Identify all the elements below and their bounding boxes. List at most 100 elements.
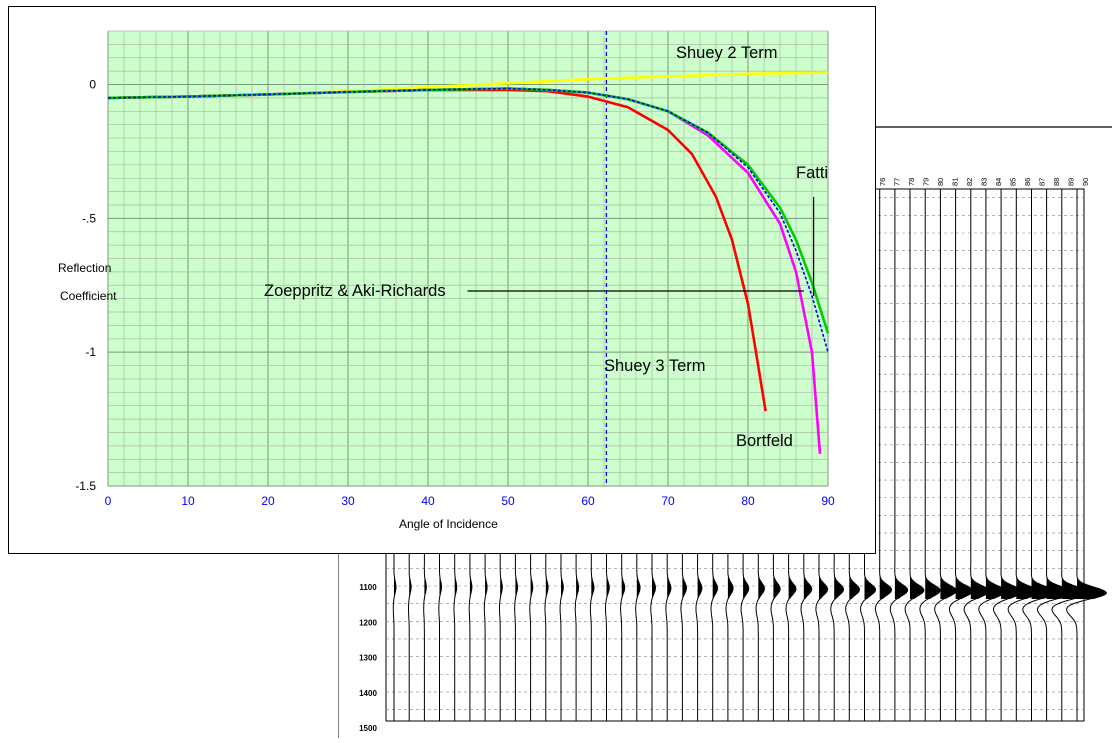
seismic-trace-label: 87 (1038, 178, 1047, 186)
seismic-trace (919, 189, 941, 721)
chart-series-group (107, 31, 830, 486)
seismic-trace-label: 83 (980, 178, 989, 186)
x-tick-label: 0 (105, 494, 112, 508)
seismic-trace-label: 76 (878, 178, 887, 186)
seismic-trace-label: 84 (994, 178, 1003, 186)
seismic-trace (1022, 189, 1056, 721)
reflection-coefficient-chart-panel: 0 10 20 30 40 50 60 70 80 90 0 -.5 -1 -1.5 Shuey 2 Te… (8, 6, 876, 554)
seismic-trace-fill (454, 575, 457, 599)
seismic-trace (1007, 189, 1040, 721)
seismic-time-label: 1300 (359, 654, 377, 663)
seismic-trace-label: 78 (907, 178, 916, 186)
y-tick-label: -1 (85, 345, 96, 359)
seismic-trace (1066, 189, 1107, 721)
seismic-trace-fill (652, 575, 656, 599)
seismic-trace-fill (424, 575, 427, 599)
seismic-trace-fill (925, 575, 941, 599)
seismic-trace-fill (469, 575, 472, 599)
seismic-trace-fill (773, 575, 781, 599)
seismic-trace-fill (758, 575, 765, 599)
seismic-trace-fill (530, 575, 533, 599)
seismic-trace (1051, 189, 1090, 721)
seismic-trace-fill (940, 575, 957, 599)
seismic-time-label: 1400 (359, 689, 377, 698)
seismic-trace-fill (682, 575, 687, 599)
seismic-trace-label: 81 (951, 178, 960, 186)
seismic-trace (1036, 189, 1073, 721)
seismic-trace-fill (985, 575, 1007, 599)
series-line-zoeppritz-aki-richards (107, 87, 829, 353)
y-tick-label: 0 (89, 78, 96, 92)
seismic-trace-fill (834, 575, 844, 599)
chart-tick-labels: 0 10 20 30 40 50 60 70 80 90 0 -.5 -1 -1.5 (75, 78, 835, 508)
annotation-label: Bortfeld (736, 432, 793, 450)
seismic-trace-fill (788, 575, 796, 599)
seismic-trace-fill (849, 575, 860, 599)
seismic-trace (904, 189, 925, 721)
seismic-time-label: 1500 (359, 724, 377, 733)
x-tick-label: 80 (741, 494, 755, 508)
seismic-trace (934, 189, 958, 721)
seismic-trace-label: 90 (1081, 178, 1090, 186)
x-tick-label: 20 (261, 494, 275, 508)
annotation-label: Zoeppritz & Aki-Richards (264, 282, 446, 300)
seismic-trace-label: 77 (893, 178, 902, 186)
seismic-trace-fill (819, 575, 828, 599)
x-axis-label: Angle of Incidence (399, 517, 498, 531)
seismic-trace-fill (439, 575, 442, 599)
seismic-trace (963, 189, 990, 721)
annotation-label: Shuey 2 Term (676, 44, 778, 62)
seismic-trace-fill (667, 575, 671, 599)
seismic-trace-fill (1077, 575, 1107, 599)
annotation-label: Fatti (796, 164, 828, 182)
x-tick-label: 70 (661, 494, 675, 508)
x-tick-label: 30 (341, 494, 355, 508)
seismic-trace (978, 189, 1007, 721)
annotation-label: Shuey 3 Term (604, 357, 706, 375)
x-tick-label: 90 (821, 494, 835, 508)
seismic-trace-fill (697, 575, 702, 599)
seismic-trace-fill (561, 575, 564, 599)
seismic-trace-fill (803, 575, 812, 599)
seismic-trace-fill (394, 575, 396, 599)
y-axis-label-line-1: Reflection (58, 261, 111, 275)
seismic-trace-fill (621, 575, 625, 599)
seismic-trace-fill (409, 575, 412, 599)
seismic-trace-label: 82 (965, 178, 974, 186)
seismic-time-label: 1100 (359, 583, 377, 592)
reflection-coefficient-chart: 0 10 20 30 40 50 60 70 80 90 0 -.5 -1 -1.5 Shuey 2 Te… (58, 30, 835, 531)
seismic-trace-fill (910, 575, 925, 599)
seismic-trace-fill (500, 575, 503, 599)
x-tick-label: 60 (581, 494, 595, 508)
seismic-trace-fill (712, 575, 718, 599)
x-tick-label: 50 (501, 494, 515, 508)
seismic-trace-fill (894, 575, 908, 599)
seismic-trace-label: 85 (1009, 178, 1018, 186)
y-tick-label: -1.5 (75, 479, 96, 493)
seismic-trace-label: 86 (1023, 178, 1032, 186)
seismic-trace-label: 88 (1052, 178, 1061, 186)
seismic-trace-fill (515, 575, 518, 599)
seismic-trace (992, 189, 1023, 721)
x-tick-label: 10 (181, 494, 195, 508)
seismic-trace-fill (727, 575, 734, 599)
seismic-trace-fill (864, 575, 876, 599)
seismic-trace (948, 189, 974, 721)
seismic-time-label: 1200 (359, 618, 377, 627)
seismic-trace-fill (955, 575, 974, 599)
seismic-trace (874, 189, 893, 721)
chart-annotations: Shuey 2 Term Fatti Zoeppritz & Aki-Richard… (264, 44, 828, 450)
seismic-trace-fill (545, 575, 549, 599)
seismic-trace-fill (576, 575, 579, 599)
y-axis-label-line-2: Coefficient (60, 289, 117, 303)
seismic-trace-fill (879, 575, 892, 599)
seismic-trace-label: 80 (936, 178, 945, 186)
y-tick-label: -.5 (82, 211, 96, 225)
seismic-trace-label: 89 (1067, 178, 1076, 186)
seismic-trace-fill (743, 575, 749, 599)
seismic-trace-fill (636, 575, 641, 599)
seismic-trace-fill (591, 575, 594, 599)
seismic-trace-fill (485, 575, 488, 599)
seismic-trace-fill (606, 575, 610, 599)
seismic-trace (889, 189, 909, 721)
